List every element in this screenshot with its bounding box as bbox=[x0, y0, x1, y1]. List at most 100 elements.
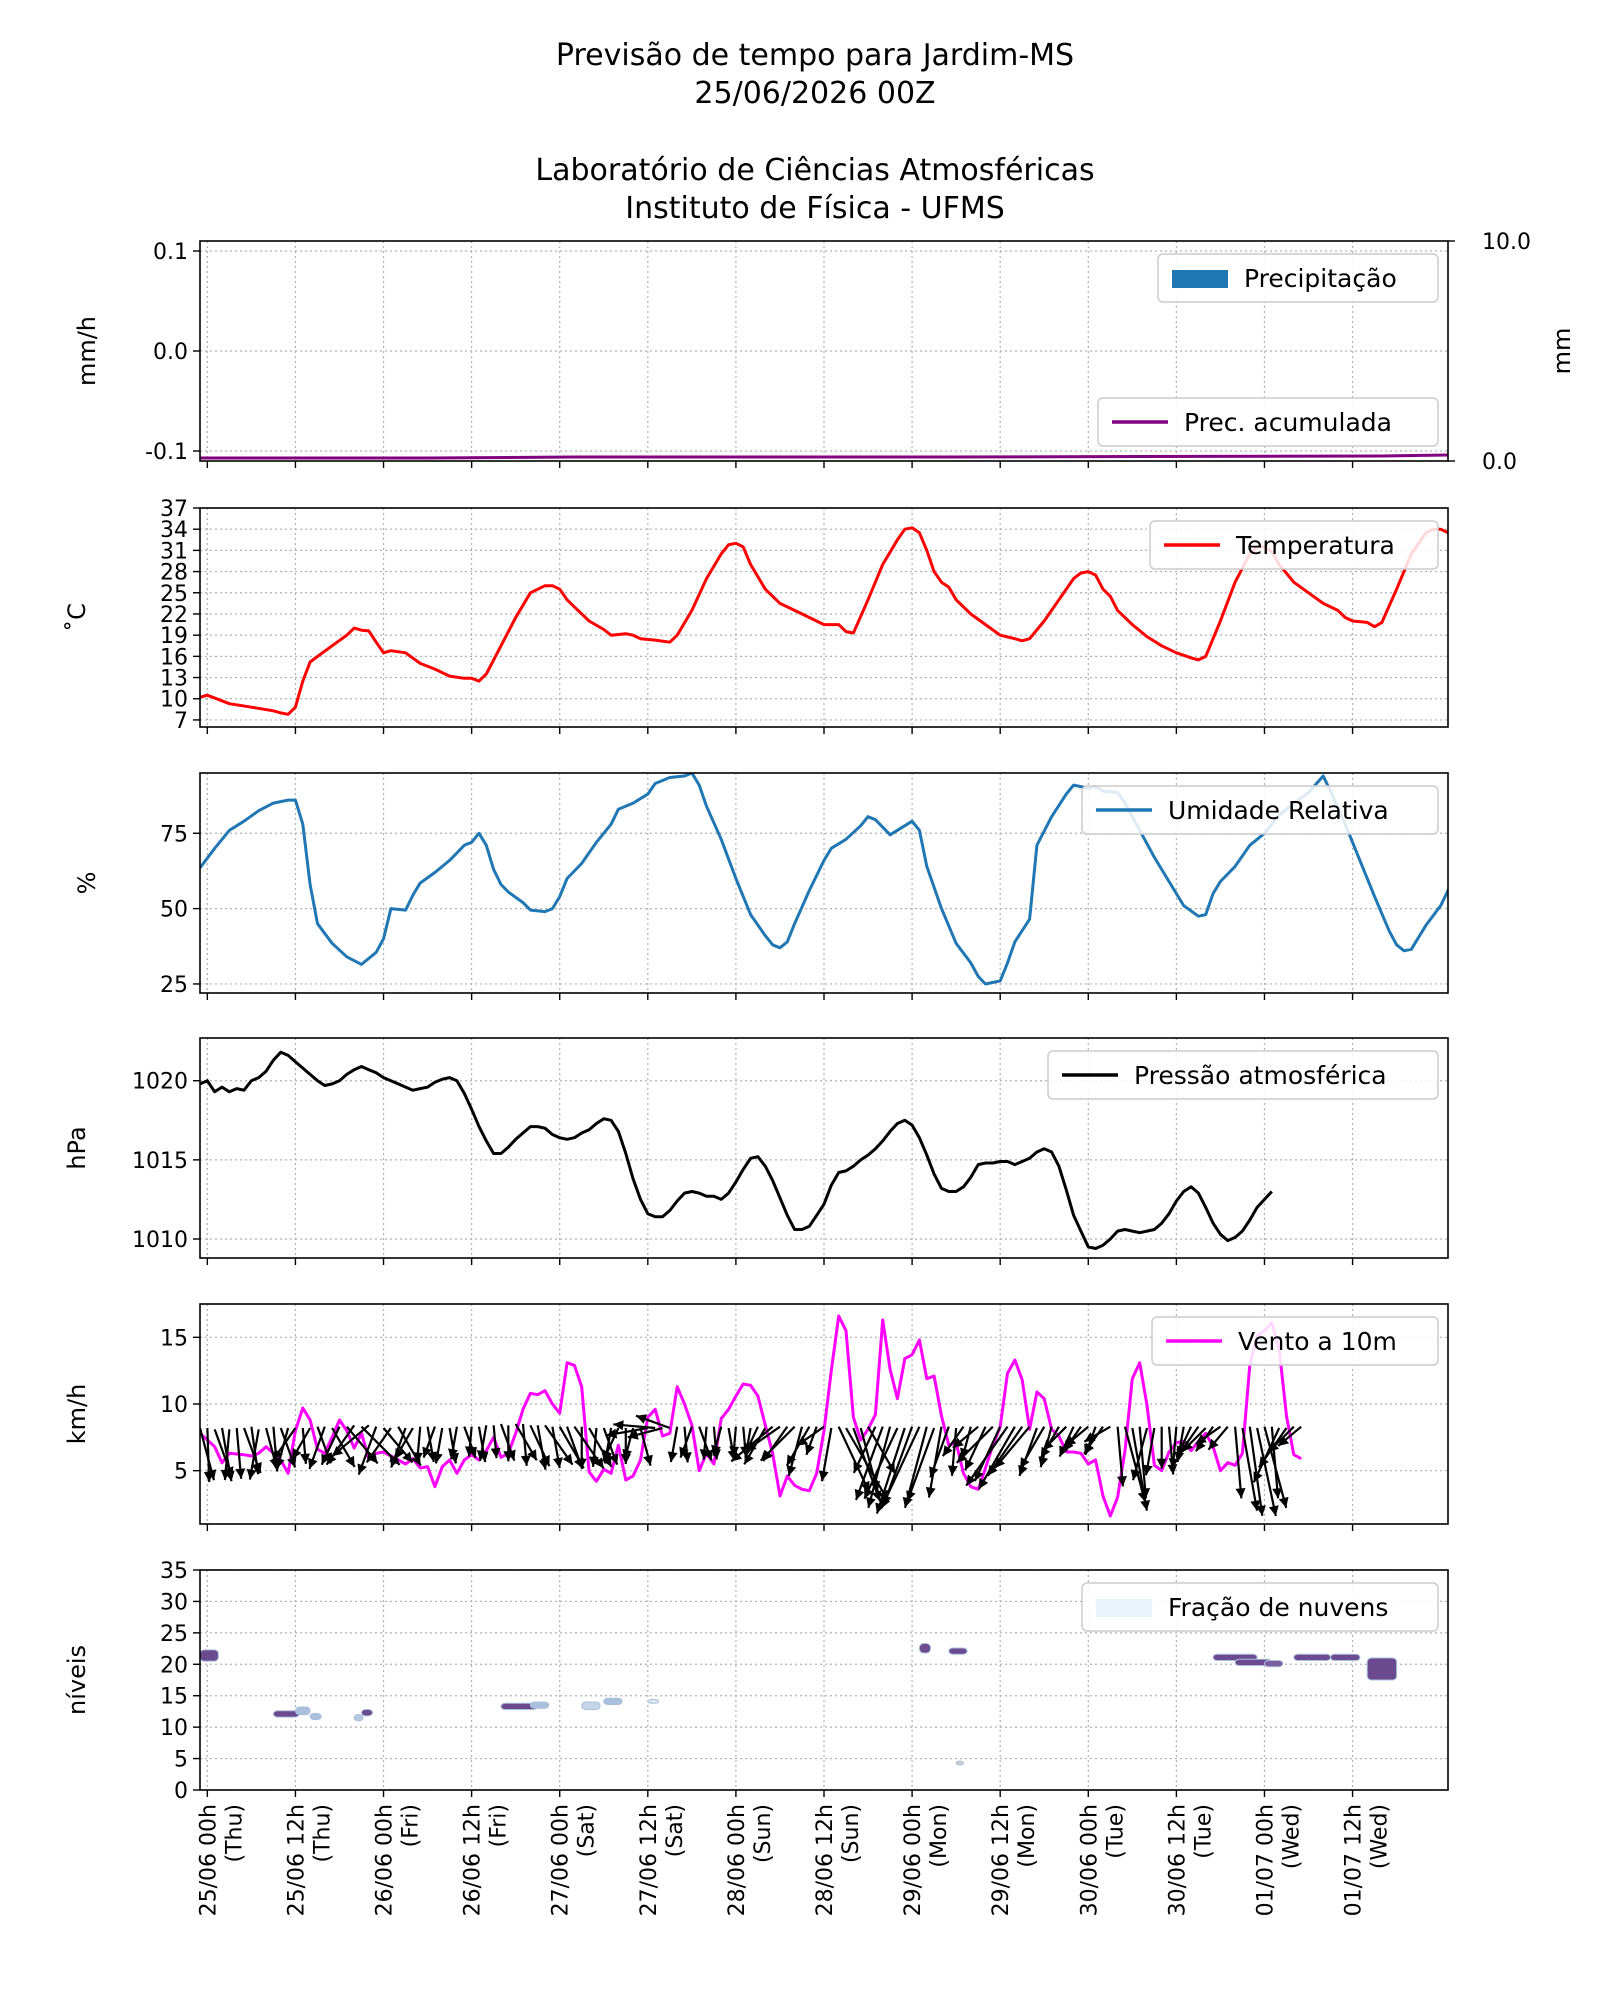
x-tick-day: (Thu) bbox=[222, 1804, 247, 1863]
wind-arrow-head bbox=[760, 1450, 772, 1461]
y-tick-label: 13 bbox=[160, 667, 188, 692]
y-tick-label: 37 bbox=[160, 497, 188, 522]
wind-arrow-head bbox=[413, 1452, 423, 1463]
wind-arrow-head bbox=[643, 1454, 653, 1466]
legend-label: Pressão atmosférica bbox=[1134, 1061, 1387, 1090]
series-line bbox=[200, 453, 1448, 460]
panel-frame bbox=[199, 240, 1449, 462]
legend: Vento a 10m bbox=[1151, 1316, 1439, 1366]
wind-arrow-head bbox=[609, 1453, 619, 1465]
wind-arrow-head bbox=[745, 1440, 757, 1451]
wind-arrow-head bbox=[925, 1486, 936, 1498]
cloud-cell bbox=[955, 1760, 964, 1766]
legend-frame bbox=[1097, 397, 1439, 447]
cloud-cell bbox=[529, 1701, 550, 1709]
legend-label: Precipitação bbox=[1244, 264, 1397, 293]
x-tick-day: (Wed) bbox=[1368, 1804, 1393, 1869]
cloud-cell bbox=[294, 1706, 311, 1716]
y-tick-label: 5 bbox=[174, 1460, 188, 1485]
plot-area bbox=[200, 1050, 1273, 1250]
wind-arrow-head bbox=[553, 1457, 563, 1468]
y-tick-label: 50 bbox=[160, 898, 188, 923]
wind-arrow-head bbox=[1140, 1500, 1151, 1511]
wind-arrow-head bbox=[1117, 1476, 1127, 1487]
y-tick-label: 22 bbox=[160, 603, 188, 628]
y-axis-label: níveis bbox=[63, 1645, 91, 1715]
plot-area bbox=[200, 773, 1448, 986]
wind-arrow-head bbox=[251, 1463, 262, 1475]
y-tick-label: 28 bbox=[160, 561, 188, 586]
y-axis-label: ˚C bbox=[63, 603, 91, 632]
wind-arrow-head bbox=[729, 1446, 740, 1457]
wind-arrow-head bbox=[956, 1452, 968, 1463]
cloud-cell bbox=[1293, 1653, 1332, 1662]
wind-arrow-head bbox=[797, 1435, 808, 1446]
wind-arrow-head bbox=[292, 1448, 302, 1460]
wind-arrow-head bbox=[1268, 1441, 1279, 1453]
y-tick-label: 75 bbox=[160, 822, 188, 847]
y-tick-label: 35 bbox=[160, 1559, 188, 1584]
x-tick-date: 25/06 00h bbox=[196, 1804, 221, 1916]
y-tick-label: -0.1 bbox=[145, 440, 188, 465]
legend-frame bbox=[1151, 1316, 1439, 1366]
y-axis-label: % bbox=[73, 872, 101, 895]
wind-arrow-head bbox=[929, 1466, 939, 1478]
cloud-cell bbox=[918, 1643, 931, 1654]
x-tick-date: 28/06 12h bbox=[813, 1804, 838, 1916]
legend-swatch bbox=[1172, 270, 1228, 288]
x-tick-date: 29/06 12h bbox=[989, 1804, 1014, 1916]
wind-arrow-head bbox=[476, 1450, 487, 1461]
y-tick-label: 15 bbox=[160, 1685, 188, 1710]
wind-arrow-head bbox=[994, 1457, 1006, 1468]
y-tick-label: 15 bbox=[160, 1326, 188, 1351]
wind-arrow-head bbox=[275, 1457, 285, 1469]
x-tick-day: (Thu) bbox=[310, 1804, 335, 1863]
wind-arrow-head bbox=[1038, 1456, 1049, 1468]
y-tick-label: 0 bbox=[174, 1779, 188, 1804]
cloud-cell bbox=[581, 1701, 601, 1711]
wind-arrow-head bbox=[902, 1496, 913, 1508]
x-tick-day: (Sat) bbox=[575, 1804, 600, 1857]
panel-wind: 5 10 15 km/h Vento a 10m bbox=[63, 1303, 1449, 1531]
y-tick-label: 20 bbox=[160, 1653, 188, 1678]
wind-arrow-head bbox=[853, 1461, 863, 1473]
x-tick-date: 26/06 12h bbox=[461, 1804, 486, 1916]
x-tick-day: (Fri) bbox=[399, 1804, 424, 1847]
wind-arrow-head bbox=[987, 1464, 998, 1476]
y-tick-label: 1020 bbox=[132, 1070, 188, 1095]
x-tick-date: 27/06 12h bbox=[637, 1804, 662, 1916]
y-tick-label: 10 bbox=[160, 1393, 188, 1418]
wind-arrow-head bbox=[246, 1468, 257, 1480]
cloud-cell bbox=[309, 1712, 322, 1721]
cloud-cell bbox=[1330, 1653, 1361, 1662]
y-axis-label: km/h bbox=[63, 1384, 91, 1445]
y-tick-label: 30 bbox=[160, 1590, 188, 1615]
wind-arrow-shaft bbox=[965, 1426, 1009, 1487]
series-line bbox=[200, 1050, 1273, 1250]
cloud-cell bbox=[647, 1698, 660, 1704]
title-line-2: 25/06/2026 00Z bbox=[694, 76, 935, 111]
wind-arrow-head bbox=[731, 1451, 743, 1462]
y-tick-label: 1010 bbox=[132, 1228, 188, 1253]
wind-arrow-head bbox=[964, 1459, 974, 1471]
x-tick-day: (Sat) bbox=[663, 1804, 688, 1857]
title-line-1: Previsão de tempo para Jardim-MS bbox=[556, 38, 1074, 73]
wind-arrow-shaft bbox=[977, 1426, 1016, 1490]
panel-frame bbox=[199, 772, 1449, 994]
x-tick-day: (Tue) bbox=[1103, 1804, 1128, 1859]
wind-arrow-head bbox=[1195, 1434, 1207, 1444]
wind-arrow-head bbox=[1140, 1488, 1151, 1499]
wind-arrow-head bbox=[667, 1451, 678, 1463]
wind-arrow-shaft bbox=[986, 1426, 1024, 1477]
y-tick-label: 34 bbox=[160, 518, 188, 543]
wind-arrow-head bbox=[1182, 1440, 1193, 1452]
wind-arrow-head bbox=[1142, 1464, 1153, 1476]
y-tick-label: 31 bbox=[160, 539, 188, 564]
wind-arrow-shaft bbox=[855, 1426, 884, 1501]
wind-arrow-head bbox=[326, 1453, 337, 1465]
series-line bbox=[200, 773, 1448, 986]
wind-arrow-head bbox=[345, 1455, 355, 1467]
x-tick-day: (Mon) bbox=[1015, 1804, 1040, 1868]
wind-arrow-head bbox=[1065, 1435, 1077, 1446]
wind-arrow-head bbox=[332, 1445, 343, 1457]
